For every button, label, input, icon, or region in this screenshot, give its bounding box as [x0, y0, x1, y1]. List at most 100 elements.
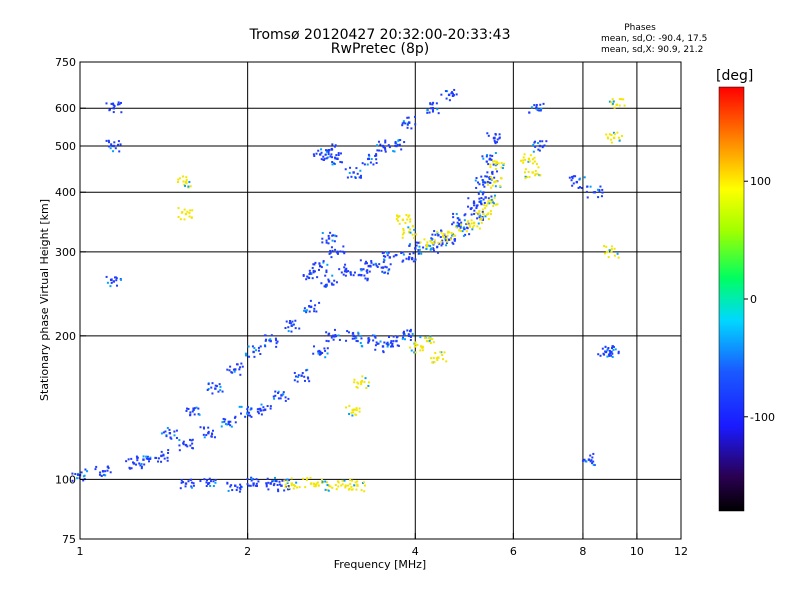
echo-point [414, 342, 417, 345]
echo-point [387, 336, 390, 339]
echo-point [360, 273, 363, 277]
echo-point [258, 407, 261, 410]
echo-point [388, 268, 391, 271]
echo-point [296, 380, 299, 383]
echo-point [304, 486, 307, 489]
echo-point [214, 384, 217, 387]
echo-point [288, 321, 291, 324]
echo-point [610, 101, 613, 104]
echo-point [391, 342, 394, 345]
echo-point [440, 231, 443, 234]
echo-point [608, 354, 611, 357]
echo-point [494, 194, 497, 197]
echo-point [475, 177, 478, 180]
echo-point [189, 444, 192, 447]
echo-point [463, 219, 466, 222]
echo-point [611, 355, 614, 358]
echo-point [386, 254, 389, 257]
x-tick-label: 6 [510, 545, 517, 558]
echo-point [417, 252, 420, 255]
echo-point [345, 406, 348, 409]
echo-point [288, 479, 291, 482]
echo-point [298, 486, 301, 489]
echo-point [187, 480, 190, 483]
echo-point [402, 330, 405, 333]
echo-point [211, 432, 214, 435]
echo-point [473, 204, 476, 207]
echo-point [534, 174, 537, 177]
echo-point [241, 365, 244, 368]
echo-point [269, 405, 272, 408]
echo-point [392, 335, 395, 338]
echo-point [195, 406, 198, 409]
echo-point [400, 252, 403, 255]
echo-point [317, 149, 320, 152]
echo-point [494, 141, 497, 144]
echo-point [488, 176, 491, 179]
echo-point [234, 415, 237, 418]
echo-point [269, 338, 272, 341]
echo-point [409, 231, 412, 234]
echo-point [217, 390, 220, 393]
echo-point [199, 480, 202, 483]
echo-point [481, 179, 484, 182]
echo-point [274, 394, 277, 397]
echo-point [347, 270, 350, 273]
echo-point [324, 480, 327, 483]
y-tick-label: 200 [55, 330, 76, 343]
echo-point [188, 180, 191, 183]
echo-point [426, 111, 429, 114]
echo-point [117, 143, 120, 146]
echo-point [529, 154, 532, 157]
echo-point [419, 241, 422, 244]
echo-point [496, 170, 499, 173]
echo-point [321, 480, 324, 483]
echo-point [356, 484, 359, 487]
echo-point [489, 210, 492, 213]
echo-point [431, 110, 434, 113]
echo-point [351, 414, 354, 417]
echo-point [606, 355, 609, 358]
echo-point [214, 387, 217, 390]
echo-point [322, 260, 325, 263]
echo-point [472, 200, 475, 203]
echo-point [326, 149, 329, 152]
echo-point [430, 237, 433, 240]
echo-point [177, 181, 180, 184]
echo-point [375, 341, 378, 344]
echo-point [327, 333, 330, 336]
echo-point [481, 210, 484, 213]
echo-point [531, 171, 534, 174]
echo-point [475, 211, 478, 214]
echo-point [177, 178, 180, 181]
echo-point [305, 278, 308, 281]
echo-point [352, 408, 355, 411]
echo-point [491, 201, 494, 204]
echo-point [364, 377, 367, 380]
echo-point [353, 378, 356, 381]
echo-point [385, 342, 388, 345]
echo-point [612, 100, 615, 103]
echo-point [620, 98, 623, 101]
echo-point [290, 482, 293, 485]
echo-point [574, 175, 577, 178]
echo-point [284, 327, 287, 330]
echo-point [306, 477, 309, 480]
echo-point [420, 252, 423, 255]
echo-point [285, 320, 288, 323]
echo-point [437, 241, 440, 244]
echo-point [251, 345, 254, 348]
echo-point [440, 244, 443, 247]
echo-point [585, 190, 588, 193]
echo-point [189, 411, 192, 414]
echo-point [537, 148, 540, 151]
echo-point [410, 349, 413, 352]
echo-point [388, 146, 391, 149]
echo-point [426, 109, 429, 112]
echo-point [404, 122, 407, 125]
echo-point [366, 163, 369, 166]
echo-point [238, 405, 241, 408]
echo-point [109, 471, 112, 474]
echo-point [275, 480, 278, 483]
echo-point [265, 483, 268, 486]
